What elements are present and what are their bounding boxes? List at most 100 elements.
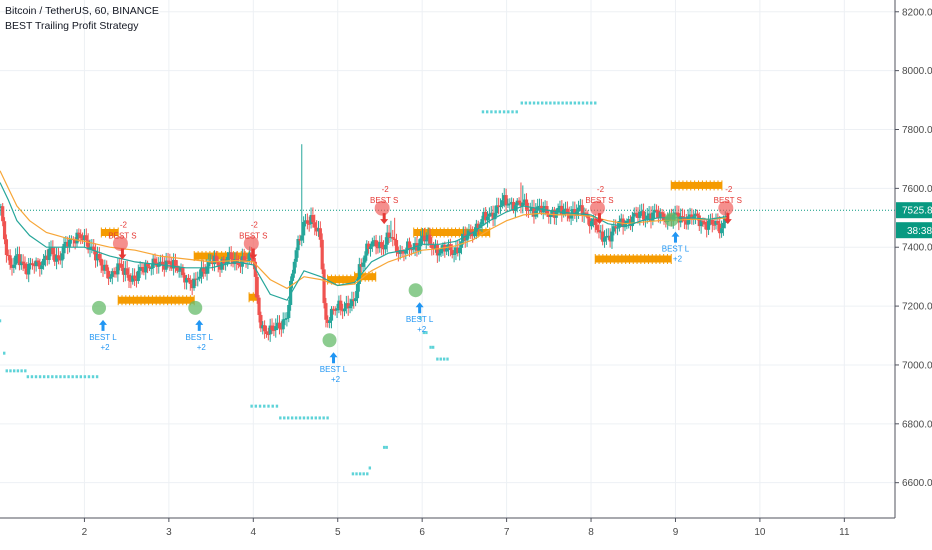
price-axis[interactable]: 6600.00 6800.00 7000.00 7200.00 7400.00 7600.… xyxy=(895,7,932,489)
trail-dot xyxy=(565,101,568,105)
candle-body xyxy=(437,253,441,256)
candle-body xyxy=(201,267,205,272)
trail-dot xyxy=(95,375,99,379)
candle-body xyxy=(318,228,322,240)
trail-dot xyxy=(87,375,91,379)
candle-body xyxy=(690,214,694,220)
price-tick-label: 6800.00 xyxy=(902,419,932,430)
trail-dot xyxy=(425,331,428,335)
trail-dot xyxy=(3,351,6,355)
trail-dot xyxy=(75,375,78,379)
trail-dot xyxy=(431,345,435,349)
candle-body xyxy=(625,220,629,224)
candle-body xyxy=(597,229,601,233)
trail-dot xyxy=(9,369,12,373)
candle-body xyxy=(699,220,703,227)
candle-body xyxy=(101,265,105,271)
trail-dot xyxy=(306,416,310,420)
trail-dot xyxy=(302,416,306,420)
long-signal-value: +2 xyxy=(417,325,427,334)
candle-body xyxy=(632,212,636,217)
candle-body xyxy=(567,214,571,219)
candle-body xyxy=(149,268,153,270)
long-signal-label: BEST L xyxy=(186,333,214,342)
trail-dot xyxy=(283,416,286,420)
candles[interactable] xyxy=(0,144,729,342)
candle-body xyxy=(127,274,131,281)
candle-body xyxy=(311,215,315,223)
short-signal-label: BEST S xyxy=(714,196,742,205)
candle-body xyxy=(705,224,709,230)
candle-body xyxy=(277,322,282,329)
trail-dot xyxy=(30,375,34,379)
candle-body xyxy=(305,220,309,224)
candle-body xyxy=(389,237,393,239)
band-bar xyxy=(671,181,722,189)
indicator-title[interactable]: BEST Trailing Profit Strategy xyxy=(5,20,139,32)
trail-dot xyxy=(419,316,422,320)
candle-body xyxy=(225,256,230,264)
candle-body xyxy=(595,225,599,230)
candle-body xyxy=(97,253,101,259)
candle-body xyxy=(227,252,231,257)
candle-body xyxy=(519,202,523,207)
trail-dot xyxy=(382,445,386,449)
grid xyxy=(0,0,895,518)
trail-dot xyxy=(532,101,536,105)
candle-body xyxy=(524,199,529,210)
candle-body xyxy=(469,230,473,232)
long-signal-value: +2 xyxy=(100,343,110,352)
time-tick-label: 5 xyxy=(335,527,341,538)
candle-body xyxy=(372,240,376,242)
candle-body xyxy=(316,228,321,232)
last-price-badge[interactable] xyxy=(896,202,932,219)
long-arrow-icon xyxy=(415,302,424,314)
candle-body xyxy=(614,226,618,228)
candle-body xyxy=(218,265,222,270)
candle-body xyxy=(452,253,456,255)
candle-body xyxy=(578,205,582,208)
trail-dot xyxy=(436,357,439,361)
symbol-title[interactable]: Bitcoin / TetherUS, 60, BINANCE xyxy=(5,5,159,17)
candle-body xyxy=(140,266,144,268)
candle-body xyxy=(2,221,7,240)
candle-body xyxy=(708,219,713,221)
candle-body xyxy=(424,239,428,242)
candle-body xyxy=(721,222,726,229)
candle-body xyxy=(374,240,378,247)
countdown-badge[interactable] xyxy=(896,222,932,239)
candle-body xyxy=(660,212,664,214)
candle-body xyxy=(523,199,527,203)
candle-body xyxy=(589,221,594,227)
candle-body xyxy=(601,231,605,242)
candle-body xyxy=(95,253,100,261)
trail-dot xyxy=(47,375,50,379)
trail-dot xyxy=(581,101,585,105)
candle-body xyxy=(25,268,29,275)
candle-body xyxy=(380,242,384,248)
candle-body xyxy=(144,263,148,273)
candle-body xyxy=(619,218,623,222)
candle-body xyxy=(558,205,562,208)
candle-body xyxy=(300,235,304,241)
candle-body xyxy=(54,255,59,262)
candle-body xyxy=(552,209,556,218)
candle-body xyxy=(123,268,127,275)
trail-dot xyxy=(366,472,369,476)
time-axis[interactable]: 2 3 4 5 6 7 8 9 10 11 xyxy=(82,518,850,538)
candle-body xyxy=(510,201,514,204)
candle-body xyxy=(56,255,61,259)
long-signal-bubble xyxy=(188,300,203,315)
candle-body xyxy=(108,276,113,279)
candle-body xyxy=(378,242,382,249)
candle-body xyxy=(34,260,38,267)
trail-dot xyxy=(314,416,317,420)
candle-body xyxy=(118,263,122,265)
candle-body xyxy=(376,246,380,249)
candle-body xyxy=(428,234,432,244)
candle-body xyxy=(541,208,545,213)
trail-dot xyxy=(34,375,38,379)
candle-body xyxy=(641,211,646,220)
